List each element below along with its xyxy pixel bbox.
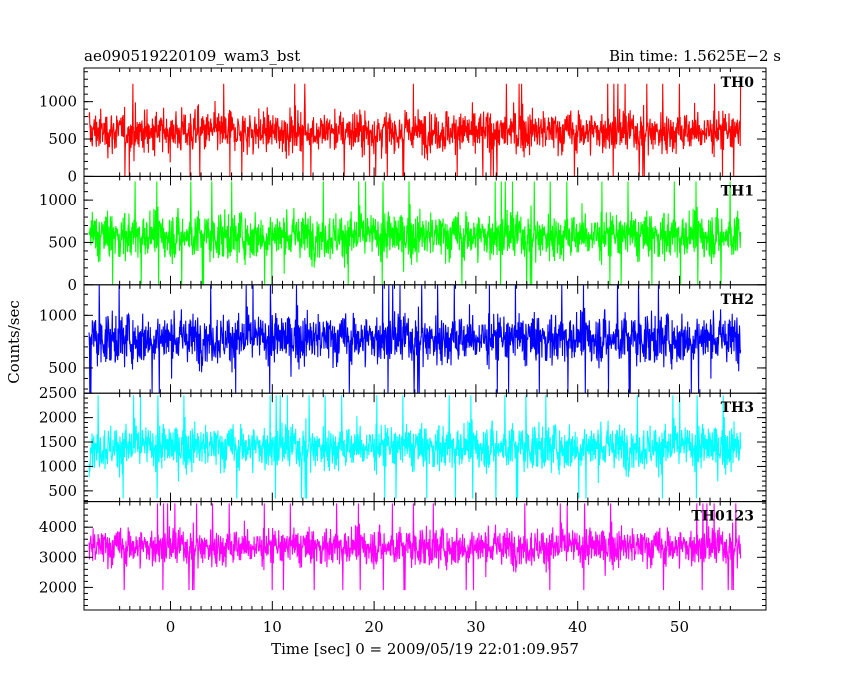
y-tick-label: 0 [67, 276, 77, 294]
panel-label-th3: TH3 [721, 400, 754, 416]
panel-label-th2: TH2 [721, 292, 754, 308]
chart-title: ae090519220109_wam3_bst [84, 47, 300, 65]
series-line-th2 [88, 284, 742, 394]
panel-stack: 0 500 1000 TH0 0 500 1000 TH1 500 1000 TH2 500 1000 1… [39, 67, 767, 611]
y-tick-label: 1000 [39, 457, 77, 475]
panel-th2: 500 1000 TH2 [39, 284, 767, 394]
y-tick-label: 3000 [39, 548, 77, 566]
panel-th0123: 2000 3000 4000 TH0123 [39, 501, 767, 611]
panel-th3: 500 1000 1500 2000 2500 TH3 [39, 384, 767, 503]
x-tick-label: 30 [466, 618, 485, 636]
y-tick-label: 1000 [39, 306, 77, 324]
y-tick-label: 500 [48, 482, 77, 500]
panel-label-th0: TH0 [721, 75, 755, 91]
y-tick-label: 500 [48, 130, 77, 148]
series-line-th0 [88, 83, 742, 177]
panel-th0: 0 500 1000 TH0 [39, 67, 767, 185]
y-tick-label: 4000 [39, 518, 77, 536]
x-axis: 0 10 20 30 40 50 [166, 618, 689, 636]
x-tick-label: 0 [166, 618, 176, 636]
x-tick-label: 40 [568, 618, 587, 636]
y-tick-label: 1000 [39, 191, 77, 209]
y-tick-label: 0 [67, 167, 77, 185]
y-axis-title: Counts/sec [5, 300, 23, 384]
y-tick-label: 2500 [39, 384, 77, 402]
y-tick-label: 2000 [39, 578, 77, 596]
x-tick-label: 10 [263, 618, 282, 636]
x-tick-label: 50 [670, 618, 689, 636]
panel-label-th0123: TH0123 [691, 509, 754, 525]
y-tick-label: 1000 [39, 93, 77, 111]
y-tick-label: 2000 [39, 409, 77, 427]
x-axis-title: Time [sec] 0 = 2009/05/19 22:01:09.957 [271, 640, 579, 658]
y-tick-label: 1500 [39, 433, 77, 451]
series-line-th3 [88, 395, 742, 499]
y-tick-label: 500 [48, 233, 77, 251]
series-line-th1 [88, 181, 742, 285]
series-line-th0123 [88, 503, 742, 591]
panel-th1: 0 500 1000 TH1 [39, 175, 767, 294]
y-tick-label: 500 [48, 359, 77, 377]
chart-subtitle: Bin time: 1.5625E−2 s [609, 47, 781, 65]
panel-label-th1: TH1 [721, 183, 754, 199]
x-tick-label: 20 [365, 618, 384, 636]
